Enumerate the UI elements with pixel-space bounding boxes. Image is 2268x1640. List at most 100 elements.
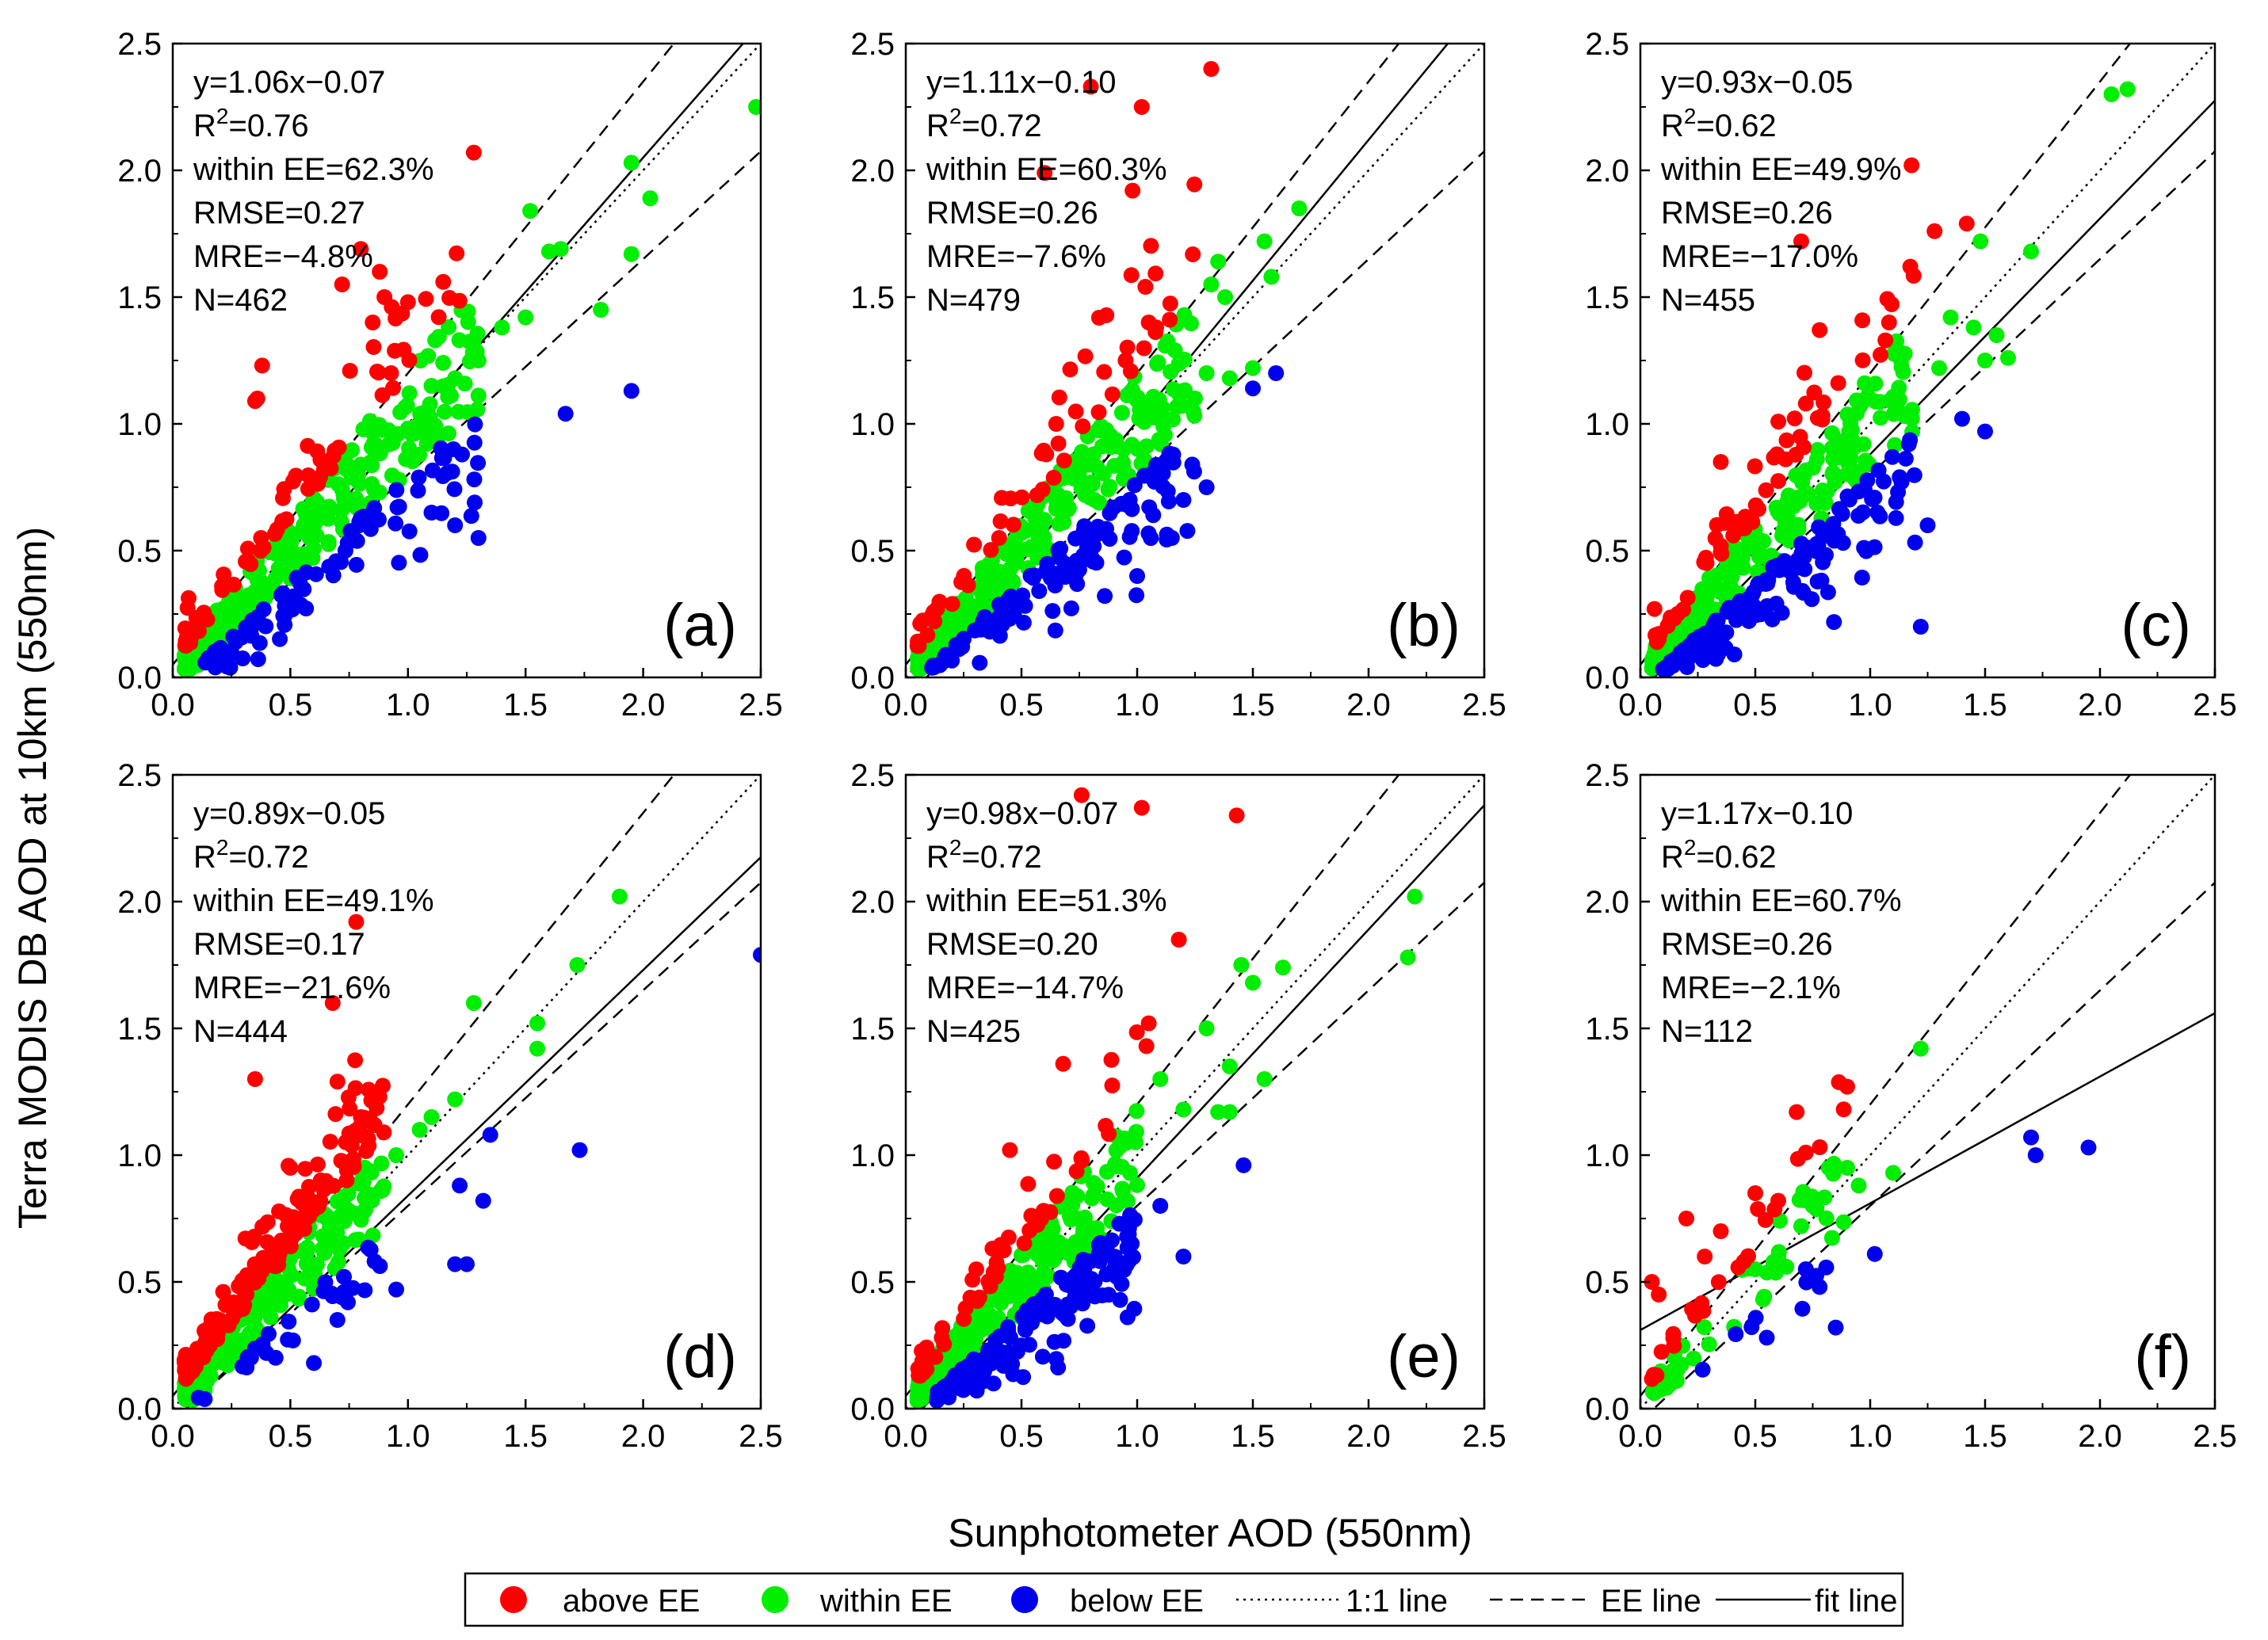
below-ee-point [1841,491,1858,508]
below-ee-point [1235,1157,1252,1173]
within-ee-point [1818,1210,1835,1226]
within-ee-point [1686,1350,1702,1367]
x-tick-label: 0.5 [269,1419,313,1454]
above-ee-point [342,363,358,379]
y-tick-label: 2.5 [850,758,895,793]
above-ee-point [1854,312,1871,329]
y-tick-label: 1.0 [850,1138,895,1173]
below-ee-point [447,1256,464,1272]
x-tick-label: 1.0 [1115,688,1159,723]
above-ee-point [208,1321,225,1337]
x-tick-label: 0.0 [1618,688,1663,723]
within-ee-point [992,564,1009,580]
above-ee-point [1854,352,1871,368]
below-ee-point [1163,530,1180,546]
below-ee-point [388,482,405,498]
above-ee-point [185,626,201,643]
below-ee-point [467,494,483,511]
within-ee-point [307,516,323,532]
y-tick-label: 2.0 [117,885,162,920]
above-ee-point [970,1290,987,1306]
above-ee-point [1926,223,1943,239]
above-ee-point [1646,601,1663,617]
below-ee-point [1866,1245,1883,1262]
x-tick-label: 1.0 [1848,1419,1892,1454]
stats-line: RMSE=0.26 [1661,927,1833,962]
above-ee-point [1103,1051,1120,1068]
above-ee-point [1162,311,1178,328]
above-ee-point [365,339,382,355]
within-ee-point [1198,365,1215,381]
within-ee-point [447,370,464,387]
within-ee-point [1203,277,1220,292]
above-ee-point [1710,1274,1727,1291]
above-ee-point [1712,1223,1729,1239]
above-ee-point [288,1226,304,1241]
below-ee-point [336,1268,352,1285]
within-ee-point [1893,358,1910,375]
within-ee-point [1186,407,1203,424]
x-tick-label: 1.0 [1115,1419,1159,1454]
below-ee-point [1186,463,1202,480]
above-ee-point [372,264,388,280]
stats-line: within EE=60.3% [926,152,1167,187]
above-ee-point [1757,1211,1774,1228]
below-ee-point [1716,626,1732,643]
below-ee-point [1808,536,1825,552]
stats-line: RMSE=0.27 [193,196,365,231]
above-ee-point [1016,1235,1033,1252]
above-ee-point [216,566,232,583]
above-ee-point [1770,414,1787,430]
above-ee-point [1650,626,1667,643]
legend-label-below-ee: below EE [1070,1584,1204,1619]
within-ee-point [1060,1192,1077,1208]
below-ee-point [255,601,272,618]
y-tick-label: 0.0 [1585,1392,1629,1427]
within-ee-point [1816,1189,1833,1206]
below-ee-point [1906,467,1922,483]
below-ee-point [1086,523,1103,540]
above-ee-point [1162,296,1178,312]
below-ee-point [952,635,968,652]
above-ee-point [430,309,447,326]
below-ee-point [1067,530,1084,547]
y-tick-label: 1.5 [1585,280,1629,315]
x-tick-label: 2.0 [2078,688,2122,723]
within-ee-point [1021,1269,1038,1285]
y-tick-label: 2.0 [850,154,895,189]
within-ee-point [441,425,456,441]
below-ee-point [1804,591,1820,608]
above-ee-point [984,1241,1001,1257]
within-ee-point [1151,432,1167,448]
below-ee-point [1075,1282,1092,1299]
below-ee-point [298,601,315,616]
within-ee-point [922,643,939,659]
within-ee-point [1073,480,1090,497]
y-tick-label: 0.5 [1585,534,1629,569]
below-ee-point [333,554,349,570]
y-tick-label: 1.5 [850,280,895,315]
within-ee-point [1187,391,1203,406]
within-ee-point [1855,436,1872,452]
stats-line: R2=0.72 [926,104,1042,143]
above-ee-point [236,1297,253,1314]
within-ee-point [316,1245,333,1261]
stats-line: N=479 [926,283,1021,318]
within-ee-point [221,1339,238,1356]
below-ee-point [1811,519,1827,536]
y-tick-label: 1.5 [117,1012,162,1047]
below-ee-point [447,517,464,533]
above-ee-point [215,1283,231,1300]
within-ee-point [1174,398,1190,414]
within-ee-point [1080,456,1097,473]
above-ee-point [983,542,999,559]
within-ee-point [959,605,975,621]
below-ee-point [1002,589,1019,605]
below-ee-point [475,1192,491,1209]
within-ee-point [1108,1142,1124,1158]
within-ee-point [1139,438,1155,455]
above-ee-point [383,365,399,381]
above-ee-point [284,473,301,490]
y-tick-label: 2.0 [1585,885,1629,920]
panel-label: (c) [2121,592,2191,659]
